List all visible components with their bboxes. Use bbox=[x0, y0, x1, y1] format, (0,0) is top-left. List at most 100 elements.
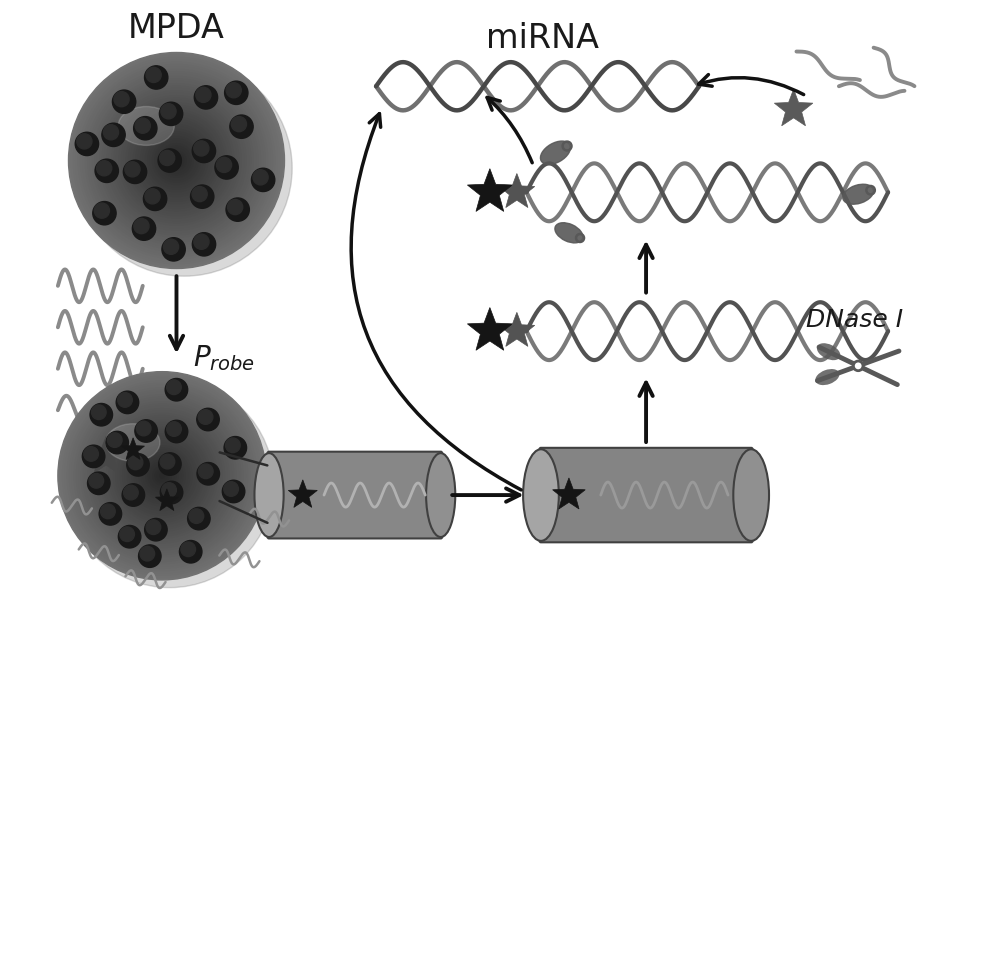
Circle shape bbox=[139, 544, 161, 568]
Text: miRNA: miRNA bbox=[487, 21, 599, 54]
Circle shape bbox=[225, 81, 248, 104]
Circle shape bbox=[111, 425, 213, 527]
Circle shape bbox=[130, 444, 195, 509]
Circle shape bbox=[151, 464, 174, 487]
Circle shape bbox=[146, 459, 178, 492]
Circle shape bbox=[228, 199, 243, 215]
Circle shape bbox=[157, 141, 196, 180]
Polygon shape bbox=[468, 308, 512, 350]
Circle shape bbox=[224, 482, 239, 496]
Circle shape bbox=[76, 60, 278, 261]
Circle shape bbox=[90, 403, 113, 425]
Circle shape bbox=[70, 383, 255, 569]
Polygon shape bbox=[499, 173, 534, 208]
Circle shape bbox=[181, 542, 196, 557]
Circle shape bbox=[137, 451, 188, 501]
Circle shape bbox=[60, 374, 264, 577]
Circle shape bbox=[226, 438, 240, 453]
Circle shape bbox=[155, 469, 169, 483]
Circle shape bbox=[89, 474, 104, 488]
Circle shape bbox=[165, 149, 189, 172]
Ellipse shape bbox=[843, 185, 873, 204]
Circle shape bbox=[95, 409, 229, 542]
Circle shape bbox=[145, 518, 167, 541]
Circle shape bbox=[119, 103, 234, 219]
Circle shape bbox=[125, 439, 199, 513]
Circle shape bbox=[135, 420, 158, 442]
Circle shape bbox=[165, 378, 188, 401]
Circle shape bbox=[189, 509, 204, 523]
Circle shape bbox=[93, 406, 232, 545]
Circle shape bbox=[71, 55, 282, 266]
Circle shape bbox=[192, 187, 207, 202]
Circle shape bbox=[155, 139, 198, 182]
Circle shape bbox=[146, 520, 161, 535]
Circle shape bbox=[84, 447, 99, 461]
Circle shape bbox=[120, 527, 135, 542]
Ellipse shape bbox=[817, 343, 840, 360]
FancyBboxPatch shape bbox=[268, 452, 443, 539]
Circle shape bbox=[109, 93, 244, 227]
Ellipse shape bbox=[554, 222, 583, 243]
Circle shape bbox=[153, 466, 171, 485]
Circle shape bbox=[94, 203, 110, 219]
Circle shape bbox=[135, 118, 150, 133]
Circle shape bbox=[105, 89, 249, 232]
Circle shape bbox=[131, 115, 222, 206]
Circle shape bbox=[73, 57, 280, 264]
Ellipse shape bbox=[118, 106, 175, 145]
Circle shape bbox=[109, 423, 215, 529]
Circle shape bbox=[75, 132, 99, 156]
Circle shape bbox=[193, 233, 216, 256]
Circle shape bbox=[117, 101, 237, 220]
Circle shape bbox=[144, 457, 181, 494]
Circle shape bbox=[180, 541, 202, 563]
Circle shape bbox=[172, 156, 181, 165]
Circle shape bbox=[74, 388, 250, 564]
Circle shape bbox=[123, 436, 202, 515]
Circle shape bbox=[167, 380, 181, 395]
Circle shape bbox=[160, 151, 175, 165]
Circle shape bbox=[141, 125, 213, 196]
Circle shape bbox=[145, 130, 208, 191]
Circle shape bbox=[112, 96, 242, 225]
Circle shape bbox=[79, 393, 246, 559]
Circle shape bbox=[158, 471, 167, 481]
Circle shape bbox=[82, 445, 105, 468]
Circle shape bbox=[191, 185, 214, 208]
Circle shape bbox=[76, 390, 248, 562]
Circle shape bbox=[141, 454, 183, 497]
Circle shape bbox=[125, 161, 140, 177]
Circle shape bbox=[226, 82, 242, 98]
Ellipse shape bbox=[76, 60, 292, 277]
Circle shape bbox=[72, 386, 253, 566]
Circle shape bbox=[134, 219, 149, 234]
Circle shape bbox=[158, 149, 182, 172]
Circle shape bbox=[134, 117, 157, 140]
Circle shape bbox=[153, 136, 201, 185]
Circle shape bbox=[113, 90, 136, 113]
Circle shape bbox=[58, 371, 266, 580]
Circle shape bbox=[124, 107, 230, 214]
Circle shape bbox=[167, 422, 182, 436]
Circle shape bbox=[81, 395, 243, 557]
Circle shape bbox=[230, 115, 253, 138]
Circle shape bbox=[100, 413, 225, 539]
Circle shape bbox=[148, 132, 205, 190]
Circle shape bbox=[122, 484, 145, 507]
Circle shape bbox=[118, 432, 206, 519]
Circle shape bbox=[133, 117, 220, 204]
Circle shape bbox=[101, 504, 115, 518]
Circle shape bbox=[121, 105, 232, 216]
Circle shape bbox=[132, 446, 192, 506]
Ellipse shape bbox=[106, 424, 160, 461]
Circle shape bbox=[123, 161, 147, 184]
Polygon shape bbox=[774, 89, 813, 126]
Circle shape bbox=[126, 110, 227, 211]
Circle shape bbox=[102, 416, 222, 536]
Circle shape bbox=[160, 482, 183, 504]
Circle shape bbox=[127, 454, 149, 476]
Circle shape bbox=[252, 168, 275, 191]
Ellipse shape bbox=[815, 369, 839, 385]
Ellipse shape bbox=[255, 454, 284, 537]
